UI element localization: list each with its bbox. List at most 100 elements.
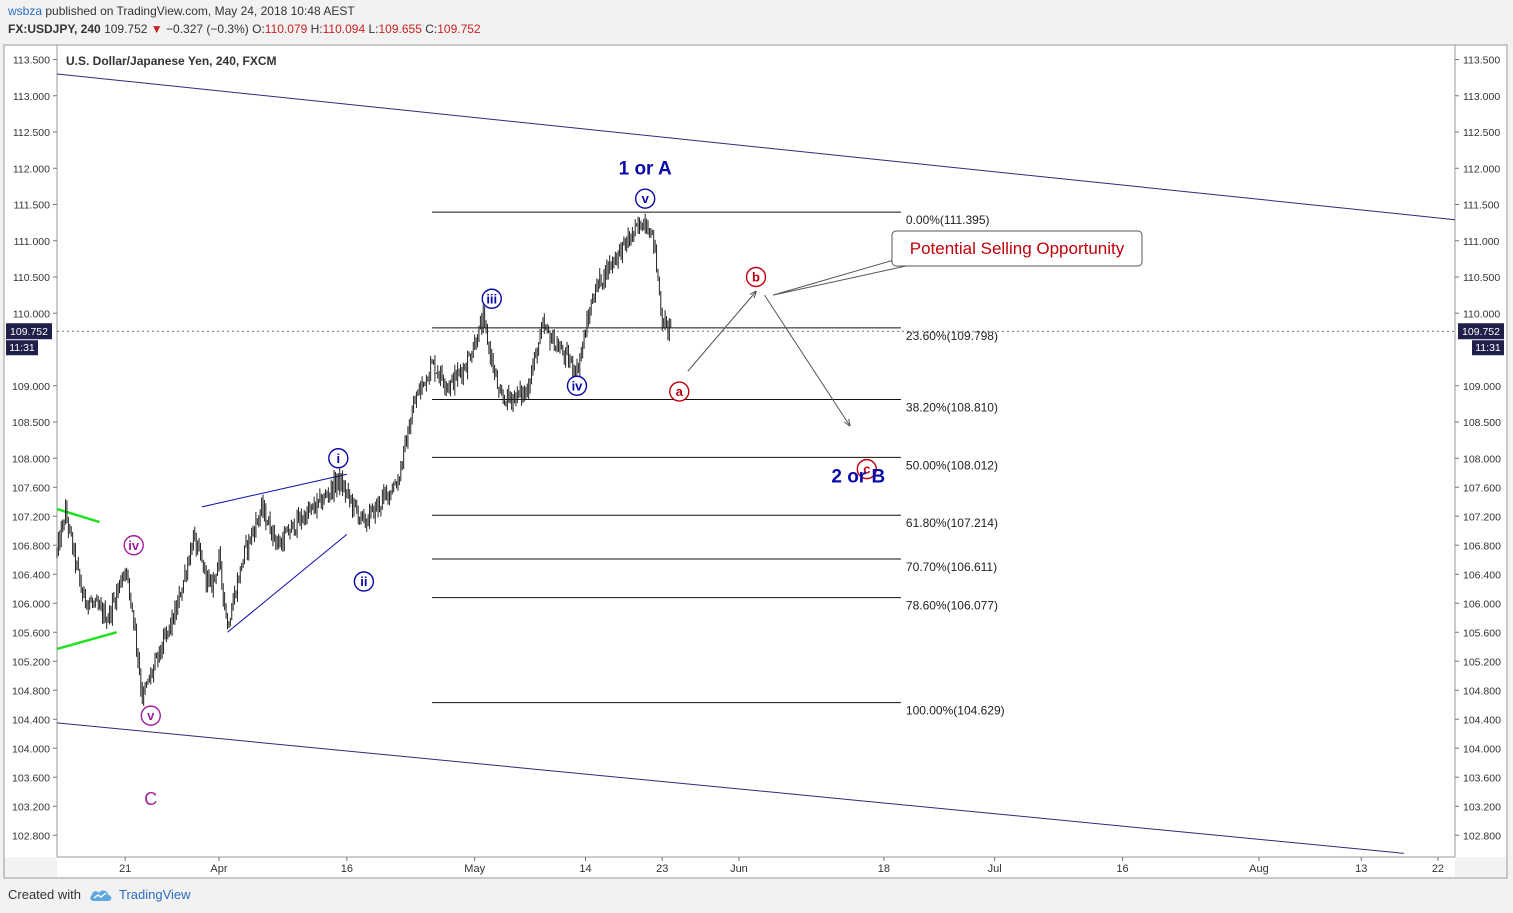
price-tag-right: [1458, 323, 1504, 340]
wave-label-circle: [140, 705, 161, 726]
wave-label-circle: [328, 448, 349, 469]
wave-label-text: v: [642, 191, 650, 206]
wave-label-text: i: [336, 451, 340, 466]
y-tick-label-left: 112.500: [13, 127, 50, 139]
tradingview-link[interactable]: TradingView: [118, 887, 191, 902]
wave-label-text: iii: [486, 291, 497, 306]
high-label: H:: [310, 22, 323, 36]
x-tick-label: Jul: [988, 863, 1002, 875]
fib-level-label: 70.70%(106.611): [906, 560, 997, 574]
time-axis: [57, 857, 1455, 878]
y-tick-label-left: 106.400: [12, 569, 50, 581]
trend-line: [56, 507, 100, 524]
trend-line: [227, 533, 348, 633]
x-tick-label: 16: [1116, 863, 1128, 875]
projection-arrow: [687, 292, 756, 372]
fib-level-label: 23.60%(109.798): [906, 329, 998, 343]
wave-label-text: c: [863, 462, 870, 477]
countdown-tag-left-label: 11:31: [9, 342, 35, 354]
x-tick-label: Jun: [730, 863, 748, 875]
y-tick-label-left: 105.200: [12, 656, 50, 668]
y-tick-label-left: 103.600: [12, 772, 50, 784]
projection-arrow: [764, 294, 850, 426]
open-label: O:: [252, 22, 265, 36]
wave-label-text: v: [147, 708, 155, 723]
channel-line: [56, 722, 1404, 854]
y-tick-label-right: 106.000: [1463, 598, 1501, 610]
symbol-info: FX:USDJPY, 240 109.752 ▼ −0.327 (−0.3%) …: [8, 22, 481, 36]
down-arrow-icon: ▼: [150, 22, 163, 36]
price-tag-right-label: 109.752: [1462, 326, 1500, 338]
wave-label-text: 1 or A: [619, 158, 672, 179]
x-tick-label: May: [464, 863, 485, 875]
fib-level-label: 50.00%(108.012): [906, 458, 998, 472]
y-tick-label-right: 107.600: [1463, 482, 1501, 494]
y-tick-label-left: 105.600: [12, 627, 50, 639]
chart-title: U.S. Dollar/Japanese Yen, 240, FXCM: [66, 54, 277, 68]
price-tag-left: [6, 323, 52, 340]
y-tick-label-left: 111.500: [14, 200, 51, 212]
y-tick-label-left: 109.000: [12, 381, 50, 393]
y-tick-label-left: 107.600: [12, 482, 50, 494]
y-tick-label-right: 106.400: [1463, 569, 1501, 581]
y-tick-label-left: 106.800: [12, 540, 50, 552]
y-tick-label-right: 103.600: [1463, 772, 1501, 784]
trend-line: [56, 631, 118, 651]
y-tick-label-right: 105.200: [1463, 656, 1501, 668]
y-tick-label-right: 112.000: [1463, 163, 1500, 175]
y-tick-label-left: 110.000: [13, 308, 50, 320]
y-tick-label-right: 103.200: [1463, 801, 1501, 813]
y-tick-label-left: 104.800: [12, 685, 50, 697]
wave-label-text: b: [752, 270, 760, 285]
wave-label-text: iv: [128, 538, 140, 553]
y-tick-label-right: 109.000: [1463, 381, 1501, 393]
y-tick-label-right: 106.800: [1463, 540, 1501, 552]
tradingview-cloud-icon: [90, 890, 112, 901]
fib-level-label: 100.00%(104.629): [906, 704, 1005, 718]
wave-label-text: a: [676, 384, 684, 399]
close-value: 109.752: [437, 22, 481, 36]
y-tick-label-left: 108.500: [12, 417, 50, 429]
open-value: 110.079: [264, 22, 308, 36]
last-price: 109.752: [104, 22, 148, 36]
x-tick-label: Aug: [1249, 863, 1269, 875]
y-tick-label-left: 112.000: [13, 163, 50, 175]
y-tick-label-left: 113.500: [13, 55, 50, 67]
x-tick-label: 16: [341, 863, 353, 875]
y-tick-label-right: 111.500: [1463, 200, 1500, 212]
fib-level-label: 78.60%(106.077): [906, 599, 998, 613]
author-link[interactable]: wsbza: [8, 4, 43, 18]
y-tick-label-left: 108.000: [12, 453, 50, 465]
publish-info: wsbza published on TradingView.com, May …: [8, 4, 355, 18]
wave-label-text: C: [144, 789, 157, 809]
wave-label-text: iv: [572, 378, 584, 393]
wave-label-text: ii: [360, 574, 367, 589]
y-tick-label-right: 108.000: [1463, 453, 1501, 465]
low-label: L:: [368, 22, 379, 36]
wave-label-circle: [566, 375, 588, 396]
y-tick-label-left: 102.800: [12, 830, 50, 842]
callout-box: [891, 230, 1143, 267]
y-tick-label-right: 105.600: [1463, 627, 1501, 639]
y-tick-label-right: 111.000: [1463, 236, 1500, 248]
y-tick-label-left: 104.400: [12, 714, 50, 726]
left-price-axis: [4, 45, 57, 857]
published-text: published on TradingView.com, May 24, 20…: [45, 4, 355, 18]
y-tick-label-left: 111.000: [14, 236, 51, 248]
y-tick-label-right: 108.500: [1463, 417, 1501, 429]
wave-label-circle: [669, 381, 690, 402]
y-tick-label-left: 107.200: [12, 511, 50, 523]
created-with-text: Created with: [8, 887, 81, 902]
high-value: 110.094: [322, 22, 366, 36]
price-tag-left-label: 109.752: [10, 326, 48, 338]
wave-label-circle: [634, 188, 656, 209]
x-tick-label: 18: [878, 863, 890, 875]
y-tick-label-right: 102.800: [1463, 830, 1501, 842]
trend-line: [201, 473, 347, 508]
plot-area: [57, 45, 1455, 857]
callout-text: Potential Selling Opportunity: [910, 239, 1125, 258]
x-tick-label: 13: [1355, 863, 1367, 875]
y-tick-label-left: 110.500: [13, 272, 50, 284]
low-value: 109.655: [378, 22, 422, 36]
